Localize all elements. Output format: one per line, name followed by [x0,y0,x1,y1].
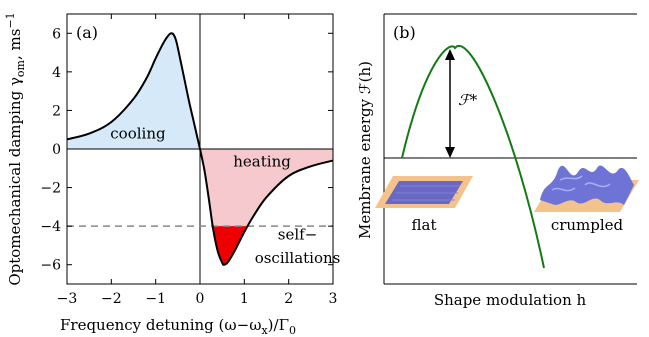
x-tick-label: 1 [240,291,249,307]
y-tick-label: 2 [52,103,61,119]
x-tick-label: 2 [284,291,293,307]
y-axis-label-b: Membrane energy ℱ(h) [356,61,374,239]
panel-label-b: (b) [393,23,416,42]
oscillations-label: oscillations [255,249,341,267]
ticks-a: −3 −2 −1 0 1 2 3 6 4 2 0 −2 −4 −6 [40,14,337,307]
heating-label: heating [233,152,291,170]
x-axis-label-b: Shape modulation h [434,291,587,309]
crumpled-label: crumpled [551,216,624,234]
y-tick-label: −6 [40,258,61,274]
cooling-region [67,33,200,149]
cooling-label: cooling [110,124,166,142]
y-tick-label: −4 [40,219,61,235]
x-tick-label: −1 [145,291,166,307]
crumpled-membrane-image [534,165,639,212]
y-tick-label: 4 [52,65,61,81]
y-tick-label: 6 [52,26,61,42]
self-oscillation-region [213,226,248,265]
panel-b: ℱ* flat crumpled (b) Shape modulation h … [356,13,639,309]
x-tick-label: −2 [101,291,122,307]
x-tick-label: 3 [329,291,338,307]
energy-curve [401,45,545,269]
y-tick-label: −2 [40,181,61,197]
panel-label-a: (a) [76,23,98,42]
flat-membrane-image [375,176,473,208]
x-axis-label-a: Frequency detuning (ω−ωx)/Γ0 [60,316,296,337]
x-tick-label: 0 [196,291,205,307]
flat-label: flat [412,216,437,234]
self-label: self− [278,226,318,244]
x-tick-label: −3 [57,291,78,307]
panel-a: −3 −2 −1 0 1 2 3 6 4 2 0 −2 −4 −6 (a) cooling heating… [4,12,340,337]
barrier-label: ℱ* [458,91,478,109]
y-axis-label-a: Optomechanical damping γom, ms−1 [4,12,27,285]
damping-curve [66,32,334,266]
barrier-arrow [445,49,455,158]
y-tick-label: 0 [52,142,61,158]
